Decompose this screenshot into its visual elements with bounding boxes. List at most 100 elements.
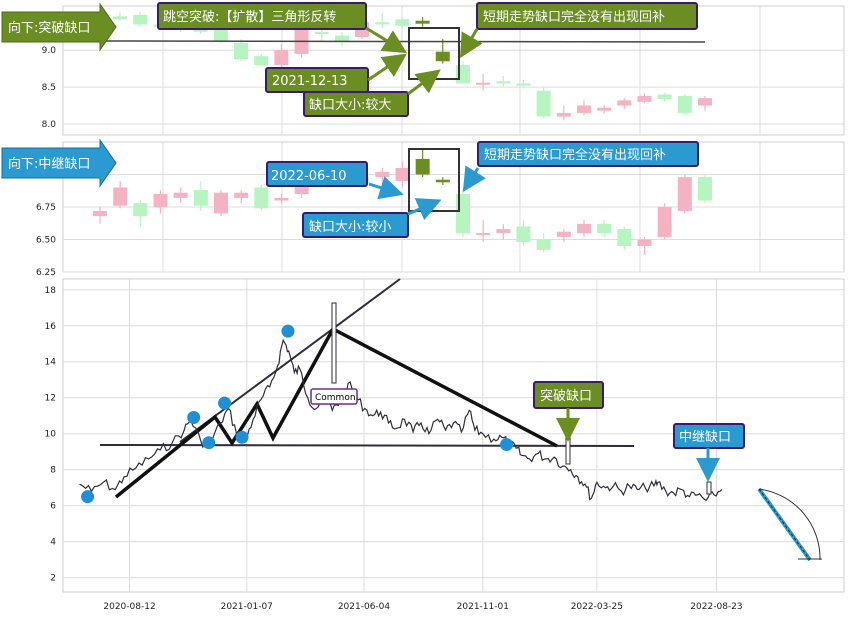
breakout-gap-label: 突破缺口	[533, 381, 604, 442]
y-tick-label: 4	[50, 538, 56, 548]
spike-candle	[706, 481, 712, 495]
y-tick-label: 18	[45, 286, 57, 296]
gap-date-label: 2022-06-10	[271, 169, 347, 184]
svg-text:Common: Common	[315, 393, 356, 403]
mid-annotation-size: 缺口大小:较小	[302, 198, 442, 238]
candle	[476, 220, 491, 243]
spike-candle	[565, 431, 571, 465]
gap-size-label: 缺口大小:较小	[309, 220, 391, 235]
candle	[698, 95, 712, 111]
pattern-label: 跳空突破:【扩散】三角形反转	[163, 9, 336, 25]
candle	[476, 73, 491, 91]
middle-title-arrow: 向下:中继缺口	[1, 138, 117, 188]
candle	[576, 100, 591, 116]
candle	[415, 148, 430, 178]
candle	[173, 187, 188, 204]
candle	[435, 177, 450, 185]
x-tick-label: 2021-01-07	[221, 602, 273, 612]
y-tick-label: 6.75	[36, 203, 56, 213]
y-tick-label: 2	[50, 574, 56, 584]
spike-candle	[331, 302, 337, 384]
y-tick-label: 6	[50, 502, 56, 512]
pivot-point	[281, 324, 295, 338]
top-annotation-date: 2021-12-13	[265, 53, 407, 93]
x-tick-label: 2022-03-25	[571, 602, 623, 612]
no-fill-label: 短期走势缺口完全没有出现回补	[483, 9, 665, 25]
top-annotation-size: 缺口大小:较大	[303, 69, 441, 117]
candle	[577, 220, 591, 237]
y-tick-label: 8.0	[42, 120, 57, 130]
mid-annotation-date: 2022-06-10	[266, 161, 404, 200]
y-tick-label: 10	[45, 430, 57, 440]
candle	[415, 17, 430, 27]
no-fill-label: 短期走势缺口完全没有出现回补	[484, 147, 666, 163]
pivot-point	[81, 490, 95, 504]
top-annotation-pattern: 跳空突破:【扩散】三角形反转	[157, 2, 408, 54]
candle	[395, 17, 410, 29]
candle	[637, 236, 652, 256]
candle	[617, 226, 632, 250]
lower-trendline	[99, 444, 635, 447]
y-tick-label: 16	[45, 322, 57, 332]
candle	[536, 233, 551, 253]
candle	[597, 220, 612, 237]
candle	[234, 39, 249, 62]
candle	[294, 28, 309, 58]
svg-text:中继缺口: 中继缺口	[679, 430, 731, 445]
y-tick-label: 6.50	[36, 236, 56, 246]
price-series-line	[79, 338, 723, 502]
middle-panel: 6.256.506.757.0	[36, 141, 845, 278]
candle	[677, 174, 692, 214]
y-tick-label: 12	[45, 394, 56, 404]
gap-date-label: 2021-12-13	[272, 74, 348, 89]
pivot-point	[187, 411, 201, 425]
common-gap-label: Common	[310, 388, 358, 405]
candle	[435, 39, 450, 64]
candle	[254, 184, 269, 211]
candle	[113, 181, 128, 209]
svg-text:突破缺口: 突破缺口	[540, 388, 592, 404]
candle	[536, 87, 551, 119]
candle	[274, 44, 289, 69]
candle	[274, 194, 289, 204]
x-tick-label: 2022-08-23	[690, 602, 742, 612]
candle	[314, 28, 329, 42]
candle	[496, 223, 511, 240]
y-tick-label: 8	[50, 466, 56, 476]
continuation-gap-label: 中继缺口	[673, 423, 745, 482]
candle	[113, 11, 127, 21]
candle	[677, 94, 692, 116]
candle	[133, 11, 148, 27]
candle	[193, 181, 208, 211]
y-tick-label: 14	[45, 358, 57, 368]
candle	[375, 13, 390, 29]
breakout-level-line	[99, 40, 706, 43]
projection-dash	[758, 488, 811, 561]
candle	[93, 207, 107, 224]
gap-size-label: 缺口大小:较大	[309, 98, 391, 113]
candle	[133, 200, 148, 227]
pivot-point	[500, 437, 514, 451]
candle	[496, 76, 511, 88]
x-tick-label: 2021-06-04	[338, 602, 391, 612]
pivot-point	[202, 436, 216, 450]
candle	[556, 105, 571, 121]
candle	[657, 92, 672, 102]
candle	[516, 220, 531, 246]
candle	[516, 79, 531, 89]
pivot-point	[235, 430, 249, 444]
y-tick-label: 8.5	[42, 83, 56, 93]
candle	[234, 190, 249, 204]
mid-annotation-no-fill: 短期走势缺口完全没有出现回补	[462, 141, 699, 193]
candle	[254, 53, 269, 67]
candle	[698, 174, 712, 204]
upper-expanding-trendline	[179, 278, 401, 443]
top-title-text: 向下:突破缺口	[8, 20, 90, 36]
x-tick-label: 2021-11-01	[457, 602, 509, 612]
projection-arc	[758, 488, 821, 561]
candle	[214, 190, 228, 217]
y-tick-label: 9.0	[42, 46, 57, 56]
candle	[617, 98, 632, 110]
